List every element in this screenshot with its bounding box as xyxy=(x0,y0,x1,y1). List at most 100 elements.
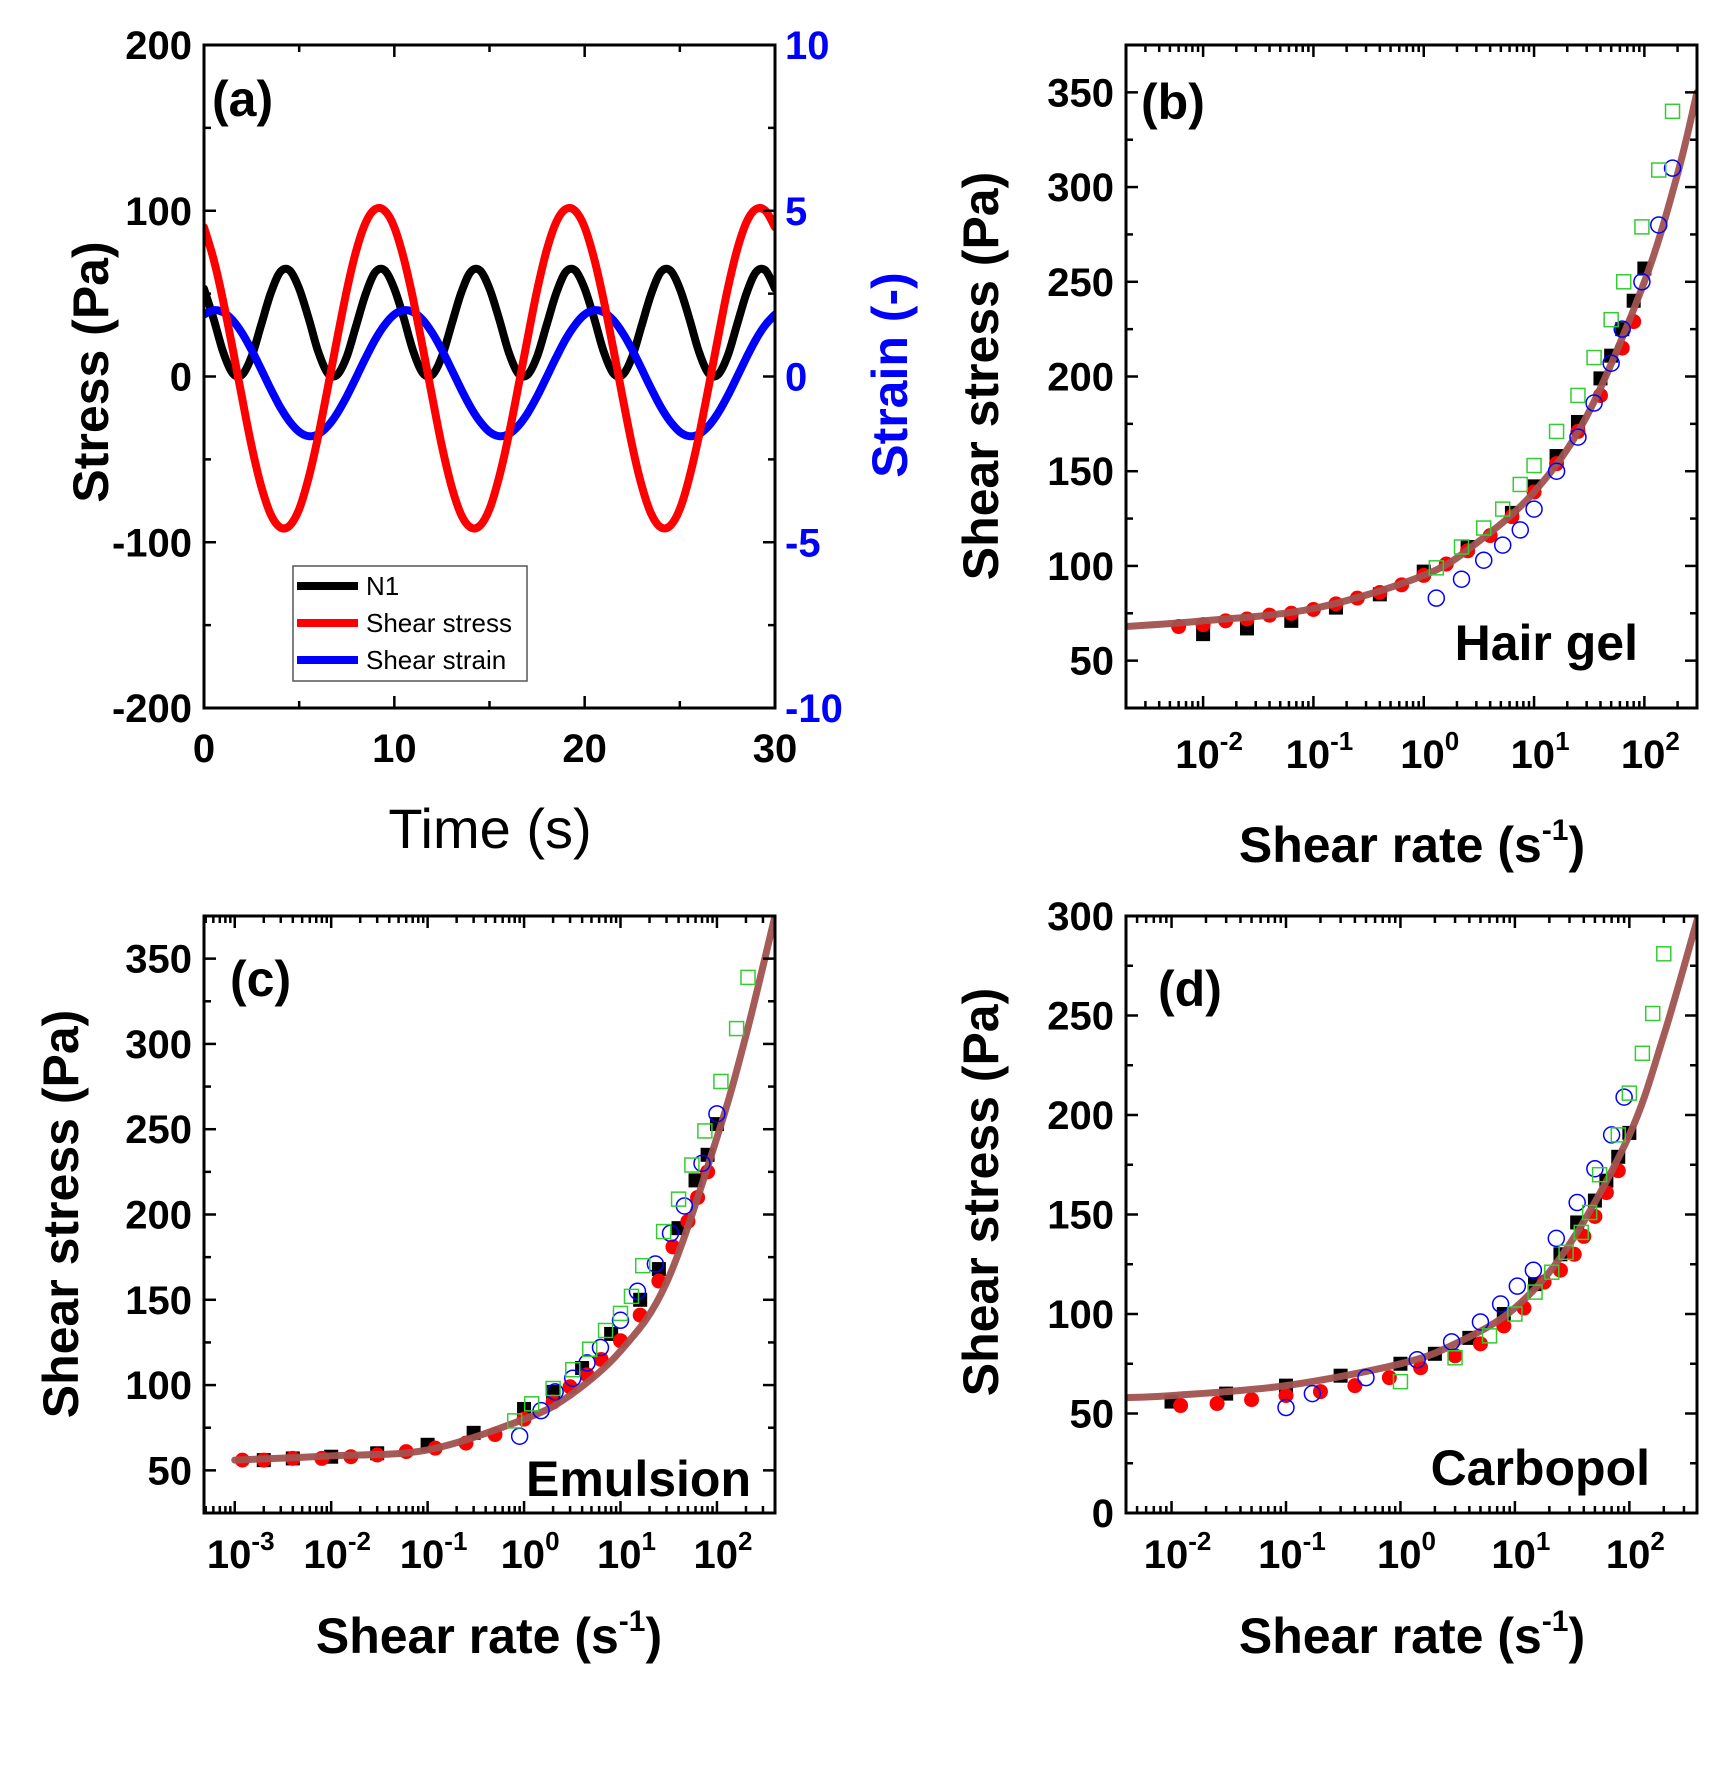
series-open-circle xyxy=(510,1105,726,1445)
y-tick-label: 100 xyxy=(1047,545,1114,589)
x-tick-label: 101 xyxy=(597,1526,656,1577)
x-tick-exponent: 1 xyxy=(642,1526,656,1556)
data-point-open-square xyxy=(1656,946,1672,962)
series-open-circle xyxy=(1277,1088,1633,1417)
data-point-open-square xyxy=(565,1361,581,1378)
data-point-open-circle xyxy=(1649,216,1668,234)
y-tick-label: 250 xyxy=(1047,261,1114,305)
plot-area xyxy=(1126,88,1697,642)
x-tick-base: 10 xyxy=(207,1533,252,1577)
x-axis-title-text: Shear rate (s xyxy=(1239,817,1542,873)
series-shear-strain xyxy=(204,306,775,441)
data-point-open-circle xyxy=(1471,1313,1490,1331)
data-point-open-square xyxy=(655,1223,672,1240)
x-tick-label: 10-1 xyxy=(1286,726,1354,777)
data-point-open-circle xyxy=(1569,428,1587,446)
x-axis-title: Time (s) xyxy=(388,797,591,860)
data-point-open-square xyxy=(1453,539,1470,555)
data-point-open-circle xyxy=(591,1338,610,1357)
sample-annotation: Emulsion xyxy=(526,1451,751,1507)
x-tick-exponent: -3 xyxy=(251,1526,274,1556)
data-point-open-circle xyxy=(1615,1088,1633,1106)
data-point-open-square xyxy=(1558,1244,1574,1261)
x-axis-title: Shear rate (s-1) xyxy=(1239,1605,1585,1664)
x-tick-exponent: -2 xyxy=(1220,726,1243,756)
y-tick-label: 300 xyxy=(1047,166,1114,210)
x-tick-label: 0 xyxy=(193,727,215,771)
x-axis-title: Shear rate (s-1) xyxy=(316,1605,662,1664)
data-point-circle xyxy=(1209,1396,1225,1412)
data-point-circle xyxy=(1347,1378,1363,1394)
data-point-open-square xyxy=(1544,1264,1560,1280)
data-point-open-circle xyxy=(1568,1193,1586,1212)
data-point-open-square xyxy=(1526,457,1542,474)
y-tick-label: 250 xyxy=(125,1108,192,1152)
x-axis-title-end: ) xyxy=(1568,1608,1585,1664)
x-tick-base: 10 xyxy=(1491,1533,1536,1577)
x-axis-title-text: Shear rate (s xyxy=(1239,1608,1542,1664)
x-tick-label: 100 xyxy=(1377,1526,1436,1577)
panel-label: (d) xyxy=(1158,961,1222,1017)
x-tick-label: 30 xyxy=(753,727,798,771)
data-point-open-square xyxy=(1428,560,1445,576)
data-point-open-circle xyxy=(708,1105,726,1123)
x-tick-label: 10-3 xyxy=(207,1526,275,1577)
x-tick-exponent: -1 xyxy=(444,1526,467,1556)
y-tick-label: 300 xyxy=(125,1023,192,1067)
data-point-circle xyxy=(1381,1370,1397,1386)
x-tick-label: 10-2 xyxy=(1144,1526,1212,1577)
x-axis-title-text: Shear rate (s xyxy=(316,1608,619,1664)
y2-axis-title: Strain (-) xyxy=(862,272,918,478)
data-point-open-square xyxy=(612,1305,629,1322)
data-point-open-circle xyxy=(1277,1398,1295,1417)
series-fit-line xyxy=(231,916,775,1464)
series-filled-square xyxy=(256,1117,724,1468)
data-point-open-square xyxy=(1634,1045,1651,1062)
x-tick-base: 10 xyxy=(1144,1533,1189,1577)
data-point-open-circle xyxy=(1427,589,1446,607)
y-axis-title: Shear stress (Pa) xyxy=(953,988,1009,1397)
x-tick-base: 10 xyxy=(1175,733,1220,777)
y-tick-label: 150 xyxy=(1047,1194,1114,1238)
y2-tick-label: -5 xyxy=(785,521,821,565)
data-point-open-square xyxy=(597,1322,614,1339)
data-point-open-square xyxy=(1603,311,1619,328)
data-point-open-circle xyxy=(1633,273,1651,291)
y-tick-label: 150 xyxy=(125,1279,192,1323)
data-point-open-circle xyxy=(1303,1384,1322,1403)
data-point-open-circle xyxy=(693,1154,711,1173)
plot-area xyxy=(231,916,775,1468)
series-filled-circle xyxy=(1171,314,1642,635)
y-tick-label: 200 xyxy=(1047,356,1114,400)
plot-area xyxy=(204,203,775,533)
panel-label: (a) xyxy=(212,71,273,127)
data-point-open-square xyxy=(1392,1373,1409,1390)
series-filled-square xyxy=(1196,261,1652,642)
panel-label: (b) xyxy=(1141,74,1205,130)
x-axis-title-end: ) xyxy=(645,1608,662,1664)
x-tick-exponent: 2 xyxy=(1650,1526,1664,1556)
x-tick-base: 10 xyxy=(1377,1533,1422,1577)
sample-annotation: Carbopol xyxy=(1431,1440,1650,1496)
x-tick-base: 10 xyxy=(693,1533,738,1577)
y-tick-label: 300 xyxy=(1047,895,1114,939)
data-point-open-circle xyxy=(646,1255,665,1273)
x-tick-label: 10 xyxy=(372,727,417,771)
x-tick-label: 10-1 xyxy=(1258,1526,1326,1577)
data-point-open-square xyxy=(1494,501,1511,517)
data-point-open-circle xyxy=(1442,1333,1461,1351)
x-tick-exponent: 0 xyxy=(1421,1526,1435,1556)
data-point-open-circle xyxy=(546,1383,564,1401)
y-tick-label: 100 xyxy=(125,190,192,234)
legend-label: Shear strain xyxy=(366,645,506,675)
x-tick-label: 10-1 xyxy=(400,1526,468,1577)
x-tick-base: 10 xyxy=(1258,1533,1303,1577)
y-tick-label: -100 xyxy=(112,521,192,565)
ticks xyxy=(202,43,777,710)
y-tick-label: 200 xyxy=(125,1194,192,1238)
data-point-open-circle xyxy=(1475,551,1493,569)
data-point-open-square xyxy=(634,1257,651,1274)
data-point-open-square xyxy=(1527,1284,1543,1300)
data-point-open-square xyxy=(1512,476,1529,493)
